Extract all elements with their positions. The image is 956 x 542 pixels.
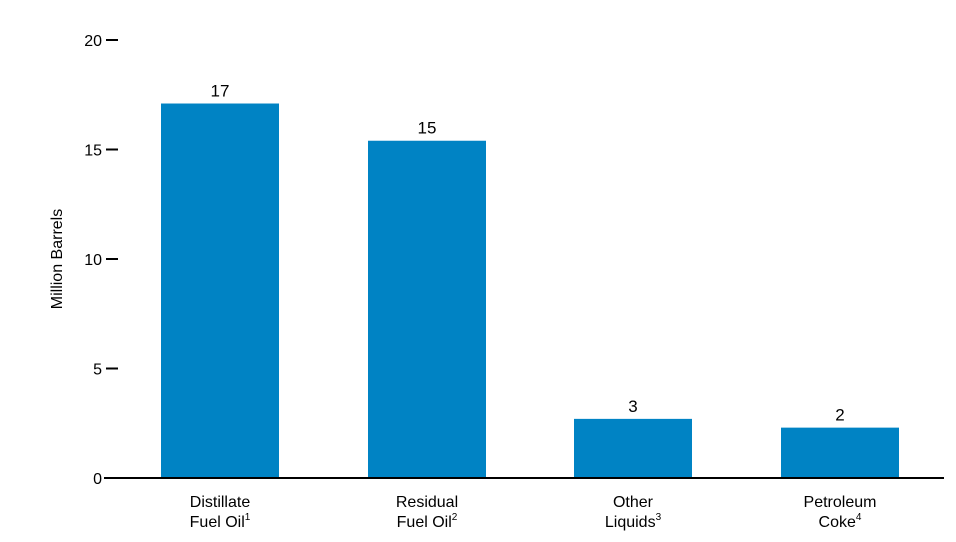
x-category-label-line1: Other (613, 494, 654, 511)
x-category-label-line2: Fuel Oil1 (190, 512, 251, 531)
bars (161, 103, 899, 479)
category-name: Coke (819, 514, 856, 531)
y-tick-label: 15 (84, 143, 102, 160)
footnote-marker: 2 (452, 512, 458, 523)
y-tick-label: 20 (84, 33, 102, 50)
x-category-label-line2: Fuel Oil2 (397, 512, 458, 531)
bar (368, 140, 486, 479)
footnote-marker: 1 (245, 512, 251, 523)
y-tick-label: 5 (93, 362, 102, 379)
x-category-label-line1: Distillate (190, 494, 251, 511)
bar-value-label: 17 (211, 82, 230, 101)
footnote-marker: 3 (656, 512, 662, 523)
bar (574, 418, 692, 478)
category-name: Liquids (605, 514, 656, 531)
x-category-label-line1: Residual (396, 494, 458, 511)
y-tick-label: 10 (84, 252, 102, 269)
bar (161, 103, 279, 478)
bar (781, 427, 899, 478)
x-category-label-line2: Liquids3 (605, 512, 662, 531)
footnote-marker: 4 (856, 512, 862, 523)
x-category-label-line2: Coke4 (819, 512, 862, 531)
y-axis-title: Million Barrels (49, 209, 66, 309)
y-tick-label: 0 (93, 471, 102, 488)
bar-value-label: 3 (628, 397, 637, 416)
y-axis: 0 5 10 15 20 (84, 33, 118, 488)
category-name: Fuel Oil (397, 514, 452, 531)
value-labels: 17 15 3 2 (211, 82, 845, 425)
bar-value-label: 2 (835, 406, 844, 425)
x-category-label-line1: Petroleum (804, 494, 877, 511)
bar-value-label: 15 (418, 119, 437, 138)
category-name: Fuel Oil (190, 514, 245, 531)
